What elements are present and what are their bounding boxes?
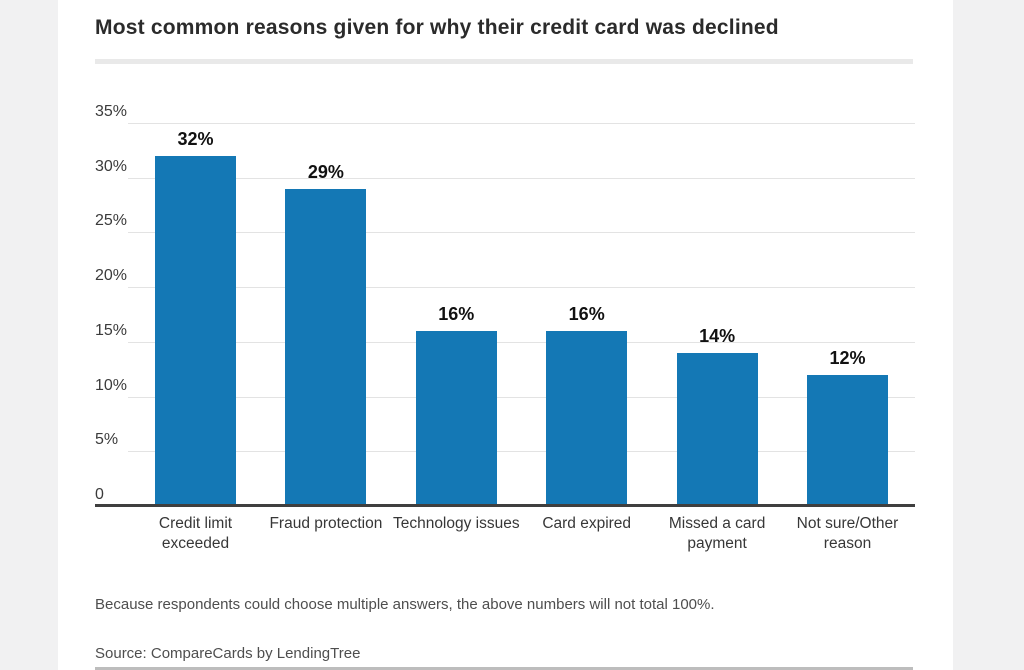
bar <box>285 188 367 506</box>
content-panel: Most common reasons given for why their … <box>58 0 953 670</box>
chart-source: Source: CompareCards by LendingTree <box>95 645 361 662</box>
y-tick-label: 35% <box>95 103 128 120</box>
bar <box>155 155 236 506</box>
x-axis-labels: Credit limit exceeded Fraud protection Tec… <box>128 514 915 564</box>
x-category-label: Missed a card payment <box>668 515 766 552</box>
gridline <box>128 341 915 343</box>
bar-group: 14% <box>676 123 758 506</box>
chart-note: Because respondents could choose multipl… <box>95 596 715 613</box>
gridline <box>128 451 915 453</box>
x-category-label: Card expired <box>542 515 632 532</box>
y-tick-label: 0 <box>95 486 104 503</box>
y-tick-label: 20% <box>95 267 128 285</box>
bar <box>676 352 758 506</box>
y-tick-label: 5% <box>95 431 119 449</box>
x-category-label: Technology issues <box>392 515 520 532</box>
bar-group: 16% <box>546 123 628 506</box>
bar-group: 29% <box>285 123 367 506</box>
bar-group: 12% <box>807 123 888 506</box>
x-axis-line <box>95 504 915 507</box>
y-tick-label: 30% <box>95 157 128 175</box>
bar-value-label: 14% <box>699 325 736 346</box>
gridline <box>128 396 915 398</box>
x-category-label: Not sure/Other reason <box>796 515 899 552</box>
bar <box>807 374 888 506</box>
bar-group: 32% <box>155 123 236 506</box>
y-tick-label: 15% <box>95 321 128 339</box>
bar-value-label: 16% <box>438 303 475 324</box>
x-category-label: Fraud protection <box>269 515 383 532</box>
gridline <box>128 287 915 289</box>
chart-title: Most common reasons given for why their … <box>95 16 779 39</box>
bar <box>546 330 628 506</box>
gridline <box>128 232 915 234</box>
bar-value-label: 16% <box>568 303 605 324</box>
gridline <box>128 123 915 124</box>
y-tick-label: 25% <box>95 212 128 230</box>
gridline <box>128 177 915 179</box>
x-category-label: Credit limit exceeded <box>158 515 233 552</box>
bar-group: 16% <box>415 123 497 506</box>
plot-area: 32% 29% 16% 16% 14% 12% <box>128 123 915 506</box>
y-tick-label: 10% <box>95 376 128 394</box>
title-divider <box>95 59 913 64</box>
bar-value-label: 12% <box>829 347 866 368</box>
bar-value-label: 32% <box>177 128 214 149</box>
bar-value-label: 29% <box>307 161 344 182</box>
bar <box>415 330 497 506</box>
bottom-divider <box>95 667 913 670</box>
